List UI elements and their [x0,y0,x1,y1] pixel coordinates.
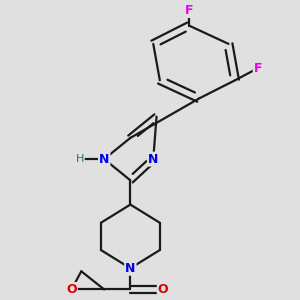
Text: N: N [148,153,158,166]
Text: F: F [185,4,194,17]
Text: F: F [254,61,262,75]
Text: O: O [158,283,168,296]
Text: N: N [125,262,136,275]
Text: O: O [66,283,77,296]
Text: H: H [76,154,84,164]
Text: N: N [99,153,110,166]
